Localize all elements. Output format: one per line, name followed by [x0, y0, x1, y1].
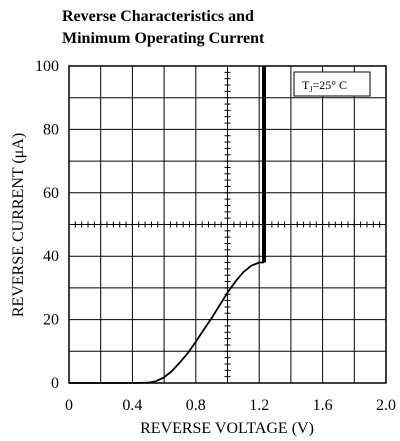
y-axis-label: REVERSE CURRENT (μA) — [10, 133, 27, 317]
y-tick-label: 60 — [43, 185, 59, 202]
y-tick-label: 0 — [51, 375, 59, 392]
series-line-reverse-current — [69, 261, 264, 384]
legend-label-sub: J — [309, 85, 312, 94]
y-tick-label: 100 — [35, 58, 59, 75]
chart-title: Reverse Characteristics and Minimum Oper… — [62, 6, 342, 50]
minor-ticks — [74, 71, 381, 378]
x-tick-label: 0 — [65, 397, 73, 414]
x-tick-label: 2.0 — [376, 397, 396, 414]
y-tick-label: 20 — [43, 312, 59, 329]
legend-label: TJ=25° C — [302, 78, 347, 94]
x-tick-label: 1.6 — [313, 397, 333, 414]
chart-title-line-1: Reverse Characteristics and — [62, 8, 254, 25]
x-tick-labels: 0 0.4 0.8 1.2 1.6 2.0 — [65, 397, 396, 414]
legend-box — [293, 71, 371, 97]
y-tick-label: 80 — [43, 121, 59, 138]
plot-frame — [68, 65, 387, 384]
y-tick-labels: 0 20 40 60 80 100 — [35, 58, 59, 392]
x-axis-label: REVERSE VOLTAGE (V) — [140, 420, 314, 437]
x-tick-label: 1.2 — [249, 397, 269, 414]
x-tick-label: 0.8 — [186, 397, 206, 414]
chart-title-line-2: Minimum Operating Current — [62, 30, 265, 47]
x-tick-label: 0.4 — [122, 397, 142, 414]
y-tick-label: 40 — [43, 248, 59, 265]
legend-label-rest: =25° C — [312, 78, 347, 92]
legend-label-t: T — [302, 78, 310, 92]
